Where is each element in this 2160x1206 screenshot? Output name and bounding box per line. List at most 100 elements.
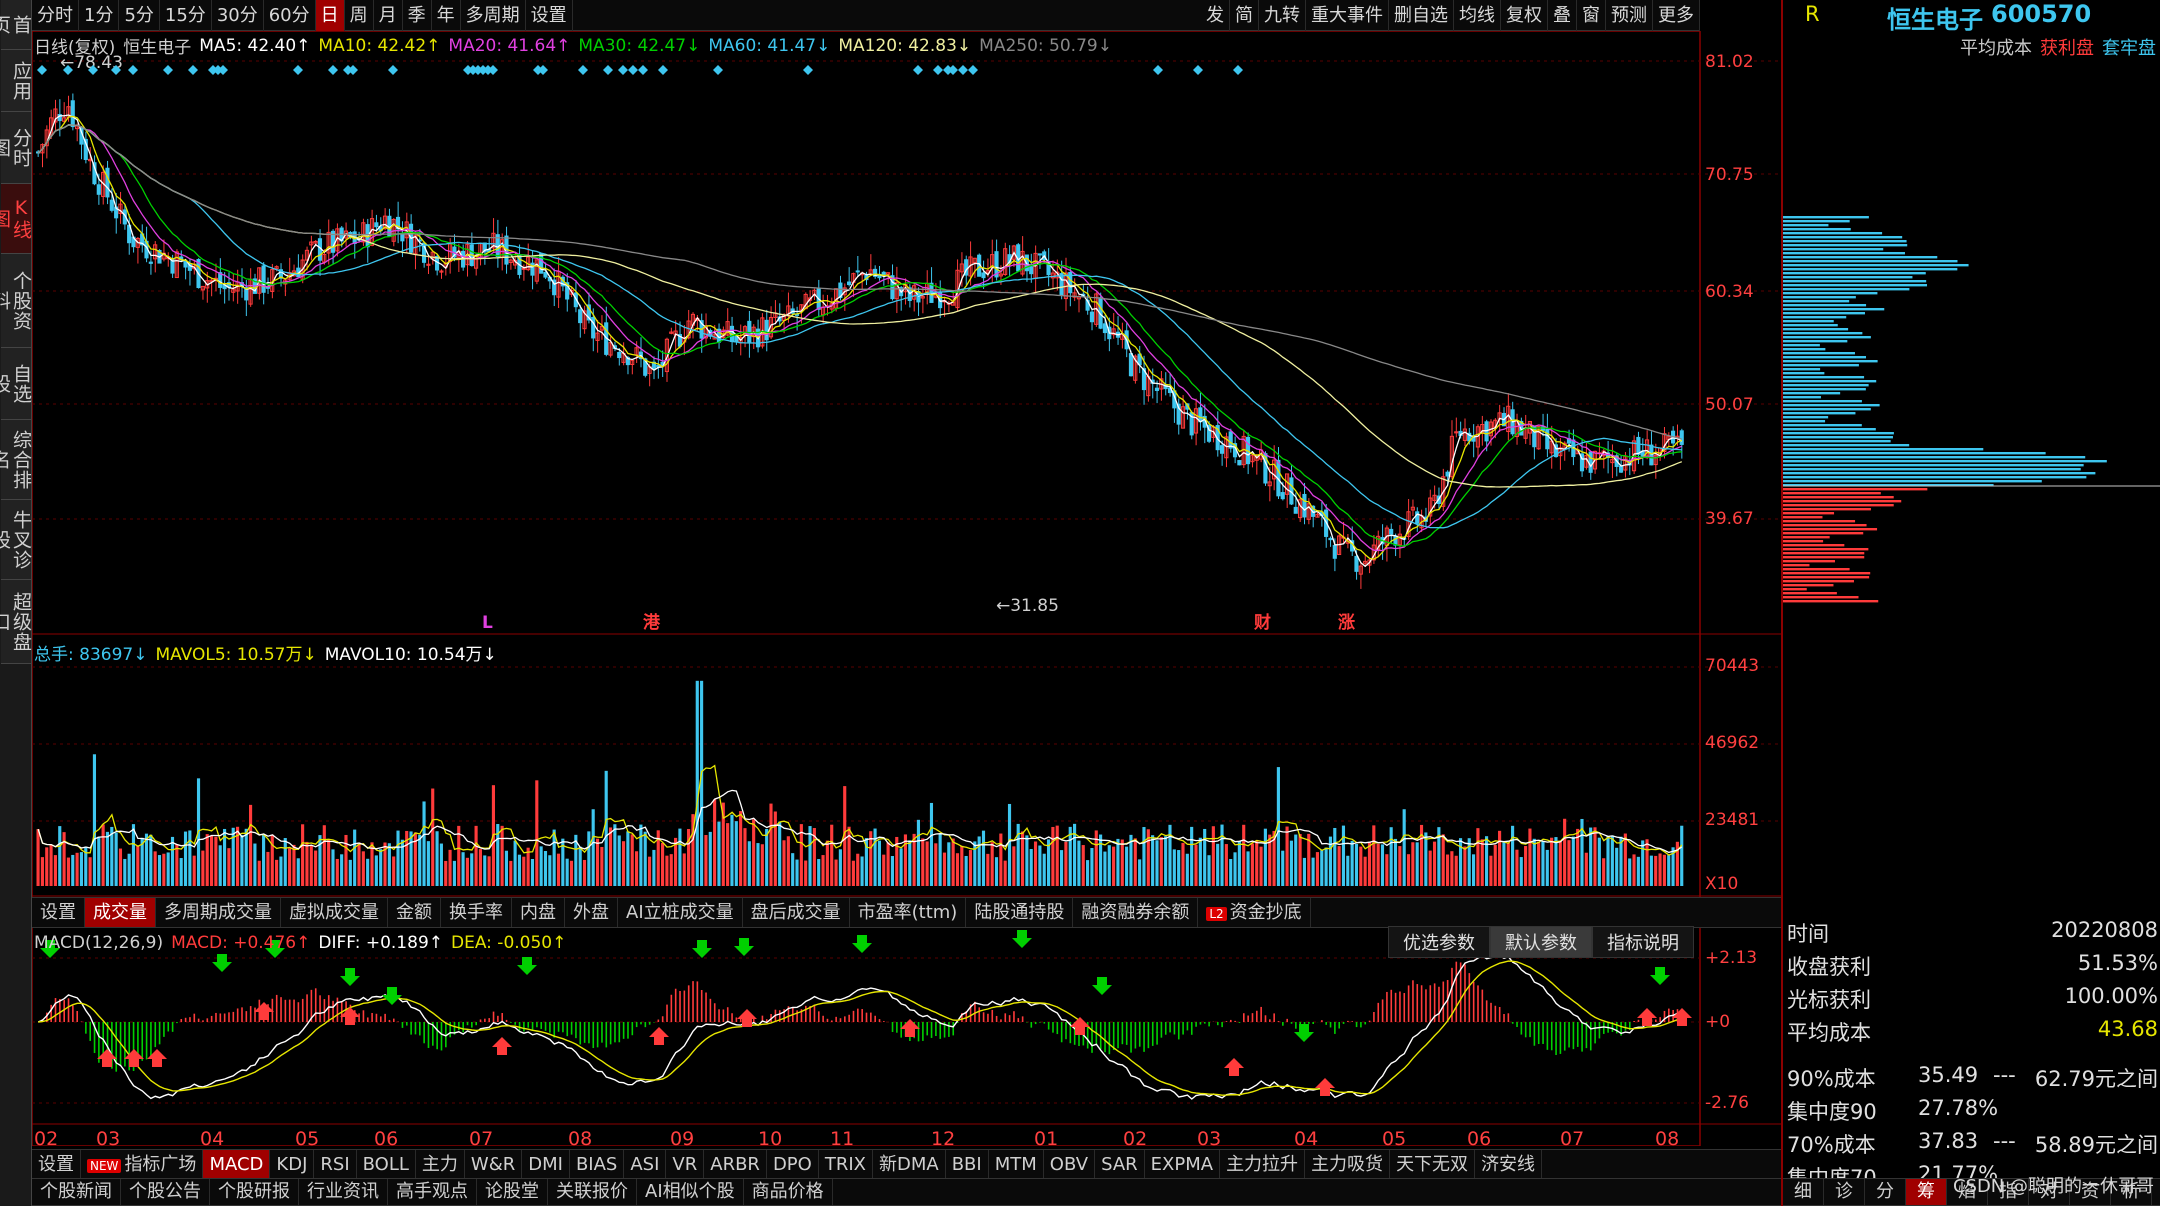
toolbar-item-7[interactable]: 叠 bbox=[1548, 0, 1577, 31]
info-tab-2[interactable]: 个股研报 bbox=[210, 1179, 299, 1205]
period-tab-11[interactable]: 多周期 bbox=[461, 0, 526, 31]
period-tab-4[interactable]: 30分 bbox=[212, 0, 264, 31]
volume-tab-10[interactable]: 市盈率(ttm) bbox=[850, 898, 967, 927]
indicator-tab-10[interactable]: ASI bbox=[624, 1150, 667, 1179]
indicator-tab-0[interactable]: 设置 bbox=[32, 1150, 81, 1179]
volume-tab-6[interactable]: 内盘 bbox=[512, 898, 565, 927]
indicator-tab-21[interactable]: 主力拉升 bbox=[1220, 1150, 1306, 1179]
toolbar-item-5[interactable]: 均线 bbox=[1454, 0, 1501, 31]
indicator-tab-18[interactable]: OBV bbox=[1044, 1150, 1096, 1179]
panel-tab-4[interactable]: 焰 bbox=[1947, 1179, 1988, 1205]
nav-item-6[interactable]: 综合排名 bbox=[0, 420, 32, 500]
indicator-tab-9[interactable]: BIAS bbox=[570, 1150, 625, 1179]
panel-tab-1[interactable]: 诊 bbox=[1824, 1179, 1865, 1205]
panel-tab-7[interactable]: 资 bbox=[2070, 1179, 2111, 1205]
indicator-tab-17[interactable]: MTM bbox=[989, 1150, 1044, 1179]
nav-item-0[interactable]: 首页 bbox=[0, 0, 32, 50]
volume-tab-9[interactable]: 盘后成交量 bbox=[743, 898, 850, 927]
panel-tab-8[interactable]: 析 bbox=[2111, 1179, 2152, 1205]
period-tab-1[interactable]: 1分 bbox=[79, 0, 120, 31]
indicator-tab-4[interactable]: RSI bbox=[314, 1150, 357, 1179]
panel-tab-6[interactable]: 对 bbox=[2029, 1179, 2070, 1205]
indicator-tab-7[interactable]: W&R bbox=[465, 1150, 523, 1179]
indicator-tab-2[interactable]: MACD bbox=[203, 1150, 271, 1179]
chart-area[interactable]: ←78.43 ←31.85 L 港 财 涨 bbox=[32, 31, 1781, 1146]
volume-tab-2[interactable]: 多周期成交量 bbox=[156, 898, 281, 927]
nav-item-5[interactable]: 自选股 bbox=[0, 348, 32, 420]
period-tab-12[interactable]: 设置 bbox=[526, 0, 573, 31]
period-tab-2[interactable]: 5分 bbox=[119, 0, 160, 31]
volume-bar bbox=[222, 828, 227, 886]
macd-button-1[interactable]: 默认参数 bbox=[1490, 926, 1592, 958]
volume-tab-7[interactable]: 外盘 bbox=[565, 898, 618, 927]
volume-tab-1[interactable]: 成交量 bbox=[85, 898, 156, 927]
indicator-tab-1[interactable]: NEW 指标广场 bbox=[81, 1150, 204, 1179]
volume-tab-0[interactable]: 设置 bbox=[32, 898, 85, 927]
period-tab-5[interactable]: 60分 bbox=[264, 0, 316, 31]
period-tab-7[interactable]: 周 bbox=[345, 0, 374, 31]
toolbar-item-2[interactable]: 九转 bbox=[1259, 0, 1306, 31]
toolbar-item-10[interactable]: 更多 bbox=[1653, 0, 1700, 31]
indicator-tab-22[interactable]: 主力吸货 bbox=[1305, 1150, 1391, 1179]
period-tab-9[interactable]: 季 bbox=[403, 0, 432, 31]
volume-tab-12[interactable]: 融资融券余额 bbox=[1073, 898, 1199, 927]
volume-tab-3[interactable]: 虚拟成交量 bbox=[281, 898, 388, 927]
period-tab-6[interactable]: 日 bbox=[315, 0, 345, 31]
volume-tab-5[interactable]: 换手率 bbox=[441, 898, 512, 927]
period-tab-3[interactable]: 15分 bbox=[160, 0, 212, 31]
indicator-tab-20[interactable]: EXPMA bbox=[1145, 1150, 1221, 1179]
toolbar-item-6[interactable]: 复权 bbox=[1501, 0, 1548, 31]
nav-item-7[interactable]: 牛叉诊股 bbox=[0, 500, 32, 580]
panel-tab-2[interactable]: 分 bbox=[1865, 1179, 1906, 1205]
indicator-tab-14[interactable]: TRIX bbox=[819, 1150, 873, 1179]
indicator-tab-5[interactable]: BOLL bbox=[357, 1150, 416, 1179]
indicator-tab-8[interactable]: DMI bbox=[522, 1150, 570, 1179]
volume-tab-4[interactable]: 金额 bbox=[388, 898, 441, 927]
nav-item-3[interactable]: K线图 bbox=[0, 184, 32, 254]
indicator-tab-24[interactable]: 济安线 bbox=[1475, 1150, 1543, 1179]
nav-item-2[interactable]: 分时图 bbox=[0, 112, 32, 184]
period-tab-8[interactable]: 月 bbox=[374, 0, 403, 31]
info-tab-6[interactable]: 关联报价 bbox=[548, 1179, 637, 1205]
indicator-tab-6[interactable]: 主力 bbox=[416, 1150, 465, 1179]
panel-tab-0[interactable]: 细 bbox=[1783, 1179, 1824, 1205]
volume-tab-13[interactable]: L2 资金抄底 bbox=[1198, 898, 1311, 927]
info-tab-0[interactable]: 个股新闻 bbox=[32, 1179, 121, 1205]
nav-item-4[interactable]: 个股资料 bbox=[0, 254, 32, 348]
toolbar-item-3[interactable]: 重大事件 bbox=[1306, 0, 1389, 31]
period-tab-0[interactable]: 分时 bbox=[32, 0, 79, 31]
nav-item-8[interactable]: 超级盘口 bbox=[0, 580, 32, 664]
info-tab-4[interactable]: 高手观点 bbox=[388, 1179, 477, 1205]
volume-bar bbox=[1285, 826, 1289, 886]
indicator-tab-15[interactable]: 新DMA bbox=[873, 1150, 946, 1179]
indicator-tab-23[interactable]: 天下无双 bbox=[1390, 1150, 1476, 1179]
period-tab-10[interactable]: 年 bbox=[432, 0, 461, 31]
volume-tab-11[interactable]: 陆股通持股 bbox=[966, 898, 1074, 927]
indicator-tab-19[interactable]: SAR bbox=[1095, 1150, 1145, 1179]
nav-item-1[interactable]: 应用 bbox=[1, 50, 32, 112]
info-tab-3[interactable]: 行业资讯 bbox=[299, 1179, 388, 1205]
volume-bar bbox=[1471, 854, 1476, 886]
info-tab-7[interactable]: AI相似个股 bbox=[637, 1179, 744, 1205]
volume-tab-8[interactable]: AI立桩成交量 bbox=[618, 898, 743, 927]
toolbar-item-9[interactable]: 预测 bbox=[1606, 0, 1653, 31]
volume-bar bbox=[235, 826, 240, 886]
indicator-tab-13[interactable]: DPO bbox=[767, 1150, 819, 1179]
volume-bar bbox=[1376, 843, 1380, 886]
info-tab-5[interactable]: 论股堂 bbox=[477, 1179, 548, 1205]
toolbar-item-8[interactable]: 窗 bbox=[1577, 0, 1606, 31]
info-tab-1[interactable]: 个股公告 bbox=[121, 1179, 210, 1205]
toolbar-item-1[interactable]: 简 bbox=[1230, 0, 1259, 31]
panel-tab-3[interactable]: 筹 bbox=[1906, 1179, 1947, 1205]
indicator-tab-12[interactable]: ARBR bbox=[704, 1150, 767, 1179]
info-tab-8[interactable]: 商品价格 bbox=[744, 1179, 833, 1205]
panel-tab-5[interactable]: 指 bbox=[1988, 1179, 2029, 1205]
event-marker-1: 港 bbox=[643, 612, 661, 633]
indicator-tab-3[interactable]: KDJ bbox=[270, 1150, 315, 1179]
macd-button-2[interactable]: 指标说明 bbox=[1592, 926, 1694, 958]
indicator-tab-16[interactable]: BBI bbox=[946, 1150, 989, 1179]
indicator-tab-11[interactable]: VR bbox=[666, 1150, 705, 1179]
macd-button-0[interactable]: 优选参数 bbox=[1388, 926, 1490, 958]
toolbar-item-4[interactable]: 删自选 bbox=[1389, 0, 1454, 31]
toolbar-item-0[interactable]: 发 bbox=[1201, 0, 1230, 31]
